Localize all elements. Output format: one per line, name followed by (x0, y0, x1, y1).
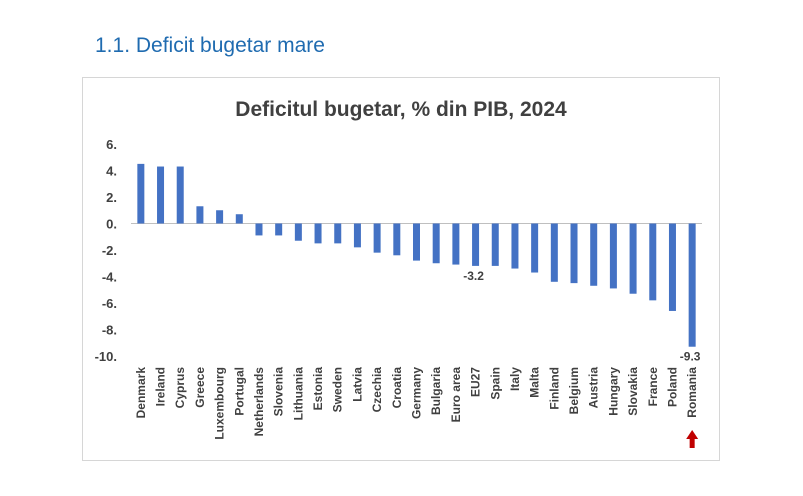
y-tick-label: -4. (102, 270, 117, 285)
category-label: Czechia (370, 367, 384, 413)
category-label: Poland (665, 367, 679, 407)
bar-germany (413, 223, 420, 261)
category-label: France (646, 367, 660, 407)
category-label: Malta (528, 367, 542, 398)
y-tick-label: 4. (106, 164, 117, 179)
category-label: EU27 (469, 367, 483, 397)
category-label: Estonia (311, 367, 325, 411)
category-label: Slovakia (626, 367, 640, 416)
section-title: 1.1. Deficit bugetar mare (95, 34, 325, 57)
bar-luxembourg (216, 210, 224, 224)
bar-italy (511, 223, 519, 269)
bar-hungary (609, 223, 617, 289)
category-label: Cyprus (173, 367, 187, 409)
category-label: Latvia (350, 367, 364, 402)
category-label: Netherlands (252, 367, 266, 437)
category-label: Sweden (331, 367, 345, 412)
bar-euro-area (452, 223, 460, 265)
bar-czechia (373, 223, 381, 253)
y-tick-label: 0. (106, 217, 117, 232)
bar-belgium (570, 223, 578, 284)
bar-poland (668, 223, 676, 311)
category-label: Austria (587, 367, 601, 409)
bar-bulgaria (432, 223, 440, 264)
bar-netherlands (255, 223, 263, 236)
bar-romania (688, 223, 696, 347)
category-label: Finland (547, 367, 561, 410)
bar-estonia (314, 223, 322, 244)
bar-cyprus (176, 166, 184, 224)
bar-eu27 (472, 223, 480, 266)
chart-title: Deficitul bugetar, % din PIB, 2024 (235, 98, 567, 121)
bar-ireland (157, 166, 165, 224)
data-label: -3.2 (463, 269, 484, 283)
bar-france (649, 223, 657, 301)
y-tick-label: 6. (106, 137, 117, 152)
bar-slovenia (275, 223, 283, 236)
category-label: Hungary (606, 367, 620, 416)
bar-malta (531, 223, 539, 273)
y-tick-label: -10. (95, 349, 117, 364)
up-arrow-icon (686, 430, 699, 448)
category-label: Belgium (567, 367, 581, 414)
category-label: Italy (508, 367, 522, 391)
category-label: Slovenia (272, 367, 286, 417)
category-label: Bulgaria (429, 367, 443, 415)
bar-portugal (235, 214, 243, 224)
category-label: Spain (488, 367, 502, 400)
y-tick-label: 2. (106, 190, 117, 205)
y-tick-label: -2. (102, 243, 117, 258)
category-label: Romania (685, 367, 699, 418)
bar-denmark (137, 163, 145, 224)
arrow-head (686, 430, 699, 439)
bar-greece (196, 206, 204, 224)
bar-latvia (353, 223, 361, 248)
bar-spain (491, 223, 499, 266)
bar-croatia (393, 223, 401, 256)
category-label: Euro area (449, 367, 463, 423)
category-label: Denmark (134, 367, 148, 419)
category-label: Germany (410, 367, 424, 419)
data-label: -9.3 (680, 350, 701, 364)
bar-sweden (334, 223, 342, 244)
category-label: Ireland (154, 367, 168, 406)
bar-slovakia (629, 223, 637, 294)
category-label: Lithuania (291, 367, 305, 421)
y-tick-label: -6. (102, 296, 117, 311)
arrow-shaft (689, 438, 695, 448)
y-tick-label: -8. (102, 323, 117, 338)
bar-finland (550, 223, 558, 282)
bar-austria (590, 223, 598, 286)
category-label: Portugal (232, 367, 246, 416)
category-label: Croatia (390, 367, 404, 409)
bar-lithuania (294, 223, 302, 241)
category-label: Greece (193, 367, 207, 408)
category-label: Luxembourg (213, 367, 227, 440)
